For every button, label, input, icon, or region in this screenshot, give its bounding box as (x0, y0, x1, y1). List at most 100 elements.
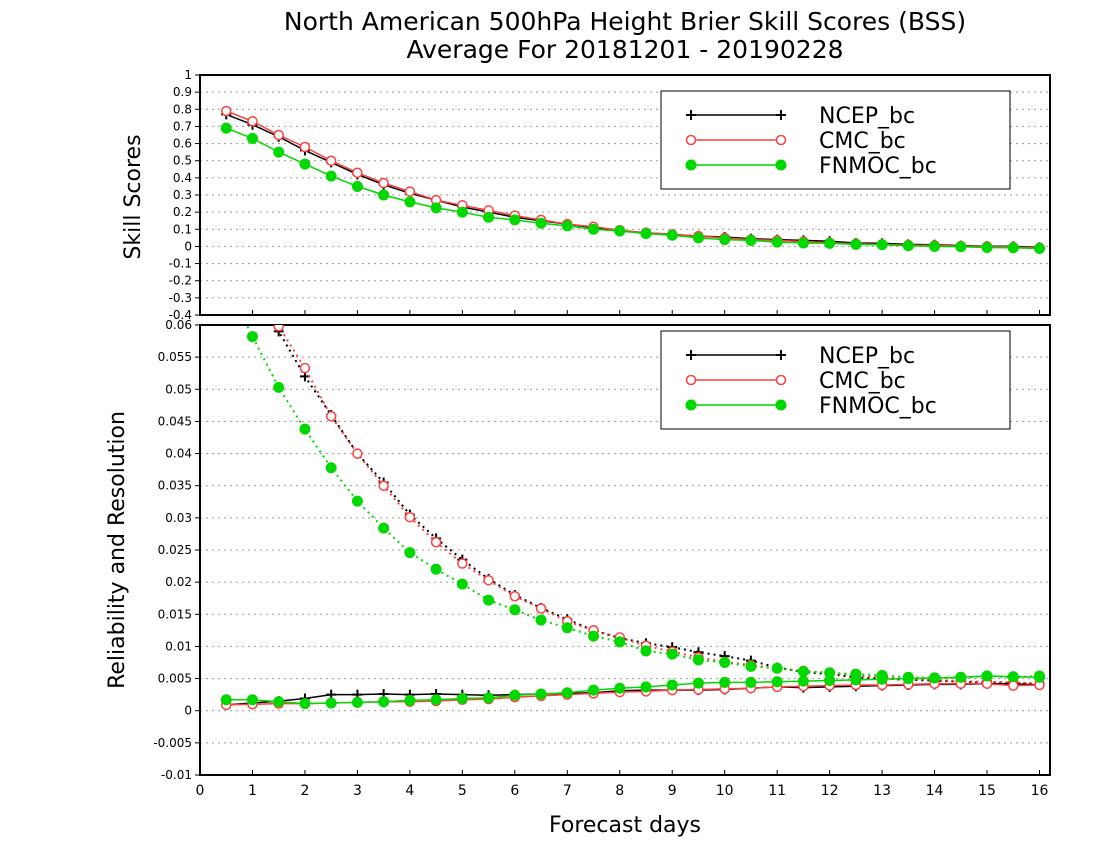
relres-series-fnmoc-bc-resolution-point (692, 654, 704, 666)
relres-series-fnmoc-bc-reliability-point (535, 688, 547, 700)
skill-series-fnmoc-bc-point (1034, 242, 1046, 254)
relres-series-fnmoc-bc-reliability-point (614, 682, 626, 694)
skill-series-fnmoc-bc-point (824, 237, 836, 249)
skill-y-tick-label: 0.3 (173, 188, 192, 202)
relres-series-cmc-bc-resolution-point (222, 269, 231, 278)
skill-y-tick-label: 0.9 (173, 85, 192, 99)
relres-series-fnmoc-bc-resolution-point (535, 614, 547, 626)
x-tick-label: 7 (563, 783, 572, 799)
relres-plot-frame (199, 324, 1051, 776)
skill-series-fnmoc-bc-point (351, 180, 363, 192)
skill-series-fnmoc-bc-point (692, 232, 704, 244)
relres-series-fnmoc-bc-reliability-point (640, 681, 652, 693)
relres-y-tick-label: 0.045 (158, 414, 192, 428)
relres-series-fnmoc-bc-resolution-point (404, 547, 416, 559)
x-axis-label: Forecast days (549, 813, 701, 838)
relres-y-tick-label: 0.005 (158, 672, 192, 686)
x-tick-label: 10 (716, 783, 734, 799)
relres-series-fnmoc-bc-resolution-point (614, 636, 626, 648)
relres-y-tick-label: 0.055 (158, 350, 192, 364)
relres-series-fnmoc-bc-reliability-point (509, 689, 521, 701)
relres-y-tick-label: -0.005 (153, 736, 192, 750)
relres-series-ncep-bc-resolution-point (221, 265, 231, 275)
relres-series-fnmoc-bc-resolution-point (797, 666, 809, 677)
relres-series-fnmoc-bc-reliability-point (325, 697, 337, 709)
relres-y-tick-label: 0.025 (158, 543, 192, 557)
relres-series-fnmoc-bc-reliability-point (588, 684, 600, 696)
relres-series-fnmoc-bc-resolution-point (273, 381, 285, 393)
relres-series-fnmoc-bc-reliability-point (1007, 671, 1019, 683)
relres-legend-item-ncep-bc-marker (776, 350, 786, 360)
skill-series-cmc-bc-point (378, 177, 389, 189)
relres-series-cmc-bc-resolution-point (273, 325, 284, 332)
relres-legend-item-cmc-bc-marker (775, 374, 787, 386)
x-tick-label: 8 (615, 783, 624, 799)
relres-y-tick-label: 0.04 (165, 447, 192, 461)
x-tick-label: 15 (978, 783, 996, 799)
skill-series-fnmoc-bc-point (273, 146, 285, 158)
skill-series-fnmoc-bc-point (561, 220, 573, 232)
skill-series-fnmoc-bc-point (666, 229, 678, 241)
x-tick-label: 1 (248, 783, 257, 799)
skill-series-fnmoc-bc-point (850, 238, 862, 250)
skill-series-fnmoc-bc-point (325, 170, 337, 182)
relres-series-fnmoc-bc-reliability-point (483, 692, 495, 704)
relres-series-fnmoc-bc-resolution-point (378, 522, 390, 534)
relres-series-fnmoc-bc-reliability-point (771, 676, 783, 688)
skill-series-fnmoc-bc-point (929, 240, 941, 252)
x-tick-label: 2 (300, 783, 309, 799)
relres-series-fnmoc-bc-reliability-point (692, 677, 704, 689)
relres-series-fnmoc-bc-resolution-point (456, 578, 468, 590)
skill-y-tick-label: -0.1 (169, 257, 192, 271)
relres-series-cmc-bc-resolution-point (325, 411, 337, 422)
skill-plot-frame (199, 74, 1051, 316)
skill-legend-item-ncep-bc-marker (776, 110, 786, 120)
x-tick-label: 0 (196, 783, 205, 799)
relres-series-group (220, 265, 1046, 711)
relres-series-cmc-bc-resolution-point (404, 511, 416, 523)
x-tick-label: 5 (458, 783, 467, 799)
x-tick-label: 6 (510, 783, 519, 799)
relres-series-fnmoc-bc-reliability-point (351, 696, 363, 708)
relres-series-cmc-bc-resolution-point (248, 295, 257, 304)
relres-series-fnmoc-bc-resolution-point (483, 594, 495, 606)
skill-series-cmc-bc-point (299, 141, 311, 153)
relres-series-fnmoc-bc-resolution-point (351, 495, 363, 507)
skill-series-cmc-bc-point (404, 186, 416, 197)
relres-series-fnmoc-bc-reliability-point (1034, 671, 1046, 683)
skill-series-group (220, 105, 1046, 254)
x-tick-label: 4 (405, 783, 414, 799)
relres-series-fnmoc-bc-resolution-point (640, 645, 652, 657)
relres-series-fnmoc-bc-reliability-point (299, 698, 311, 710)
relres-series-cmc-bc-resolution-point (483, 574, 494, 586)
x-tick-label: 16 (1031, 783, 1049, 799)
relres-series-fnmoc-bc-reliability-point (378, 696, 390, 708)
skill-y-tick-label: -0.4 (169, 308, 192, 322)
chart-title: North American 500hPa Height Brier Skill… (284, 7, 966, 36)
relres-series-fnmoc-bc-reliability-point (929, 672, 941, 684)
relres-legend-item-ncep-bc-marker (686, 350, 696, 360)
relres-y-tick-label: 0.05 (165, 382, 192, 396)
relres-series-fnmoc-bc-resolution-point (666, 648, 678, 660)
skill-series-fnmoc-bc-point (483, 211, 495, 223)
relres-series-cmc-bc-resolution-point (352, 448, 363, 459)
relres-y-tick-label: 0 (184, 704, 192, 718)
relres-series-fnmoc-bc-resolution-point (325, 462, 337, 474)
relres-series-ncep-bc-resolution-point (247, 291, 257, 301)
relres-series-fnmoc-bc-reliability-point (902, 673, 914, 685)
skill-series-fnmoc-bc-point (220, 122, 232, 134)
skill-y-tick-label: 0.7 (173, 119, 192, 133)
relres-series-cmc-bc-resolution-point (378, 480, 389, 491)
skill-y-tick-label: 1 (184, 68, 192, 82)
x-tick-label: 11 (768, 783, 786, 799)
skill-legend-item-ncep-bc-marker (686, 110, 696, 120)
skill-y-tick-label: 0 (184, 239, 192, 253)
skill-legend-item-fnmoc-bc-label: FNMOC_bc (819, 154, 937, 179)
relres-series-fnmoc-bc-resolution-point (246, 331, 258, 343)
relres-y-tick-label: 0.015 (158, 607, 192, 621)
relres-y-tick-label: 0.035 (158, 479, 192, 493)
skill-series-fnmoc-bc-point (509, 214, 521, 226)
skill-series-fnmoc-bc-point (876, 239, 888, 251)
relres-series-fnmoc-bc-reliability-point (824, 675, 836, 686)
